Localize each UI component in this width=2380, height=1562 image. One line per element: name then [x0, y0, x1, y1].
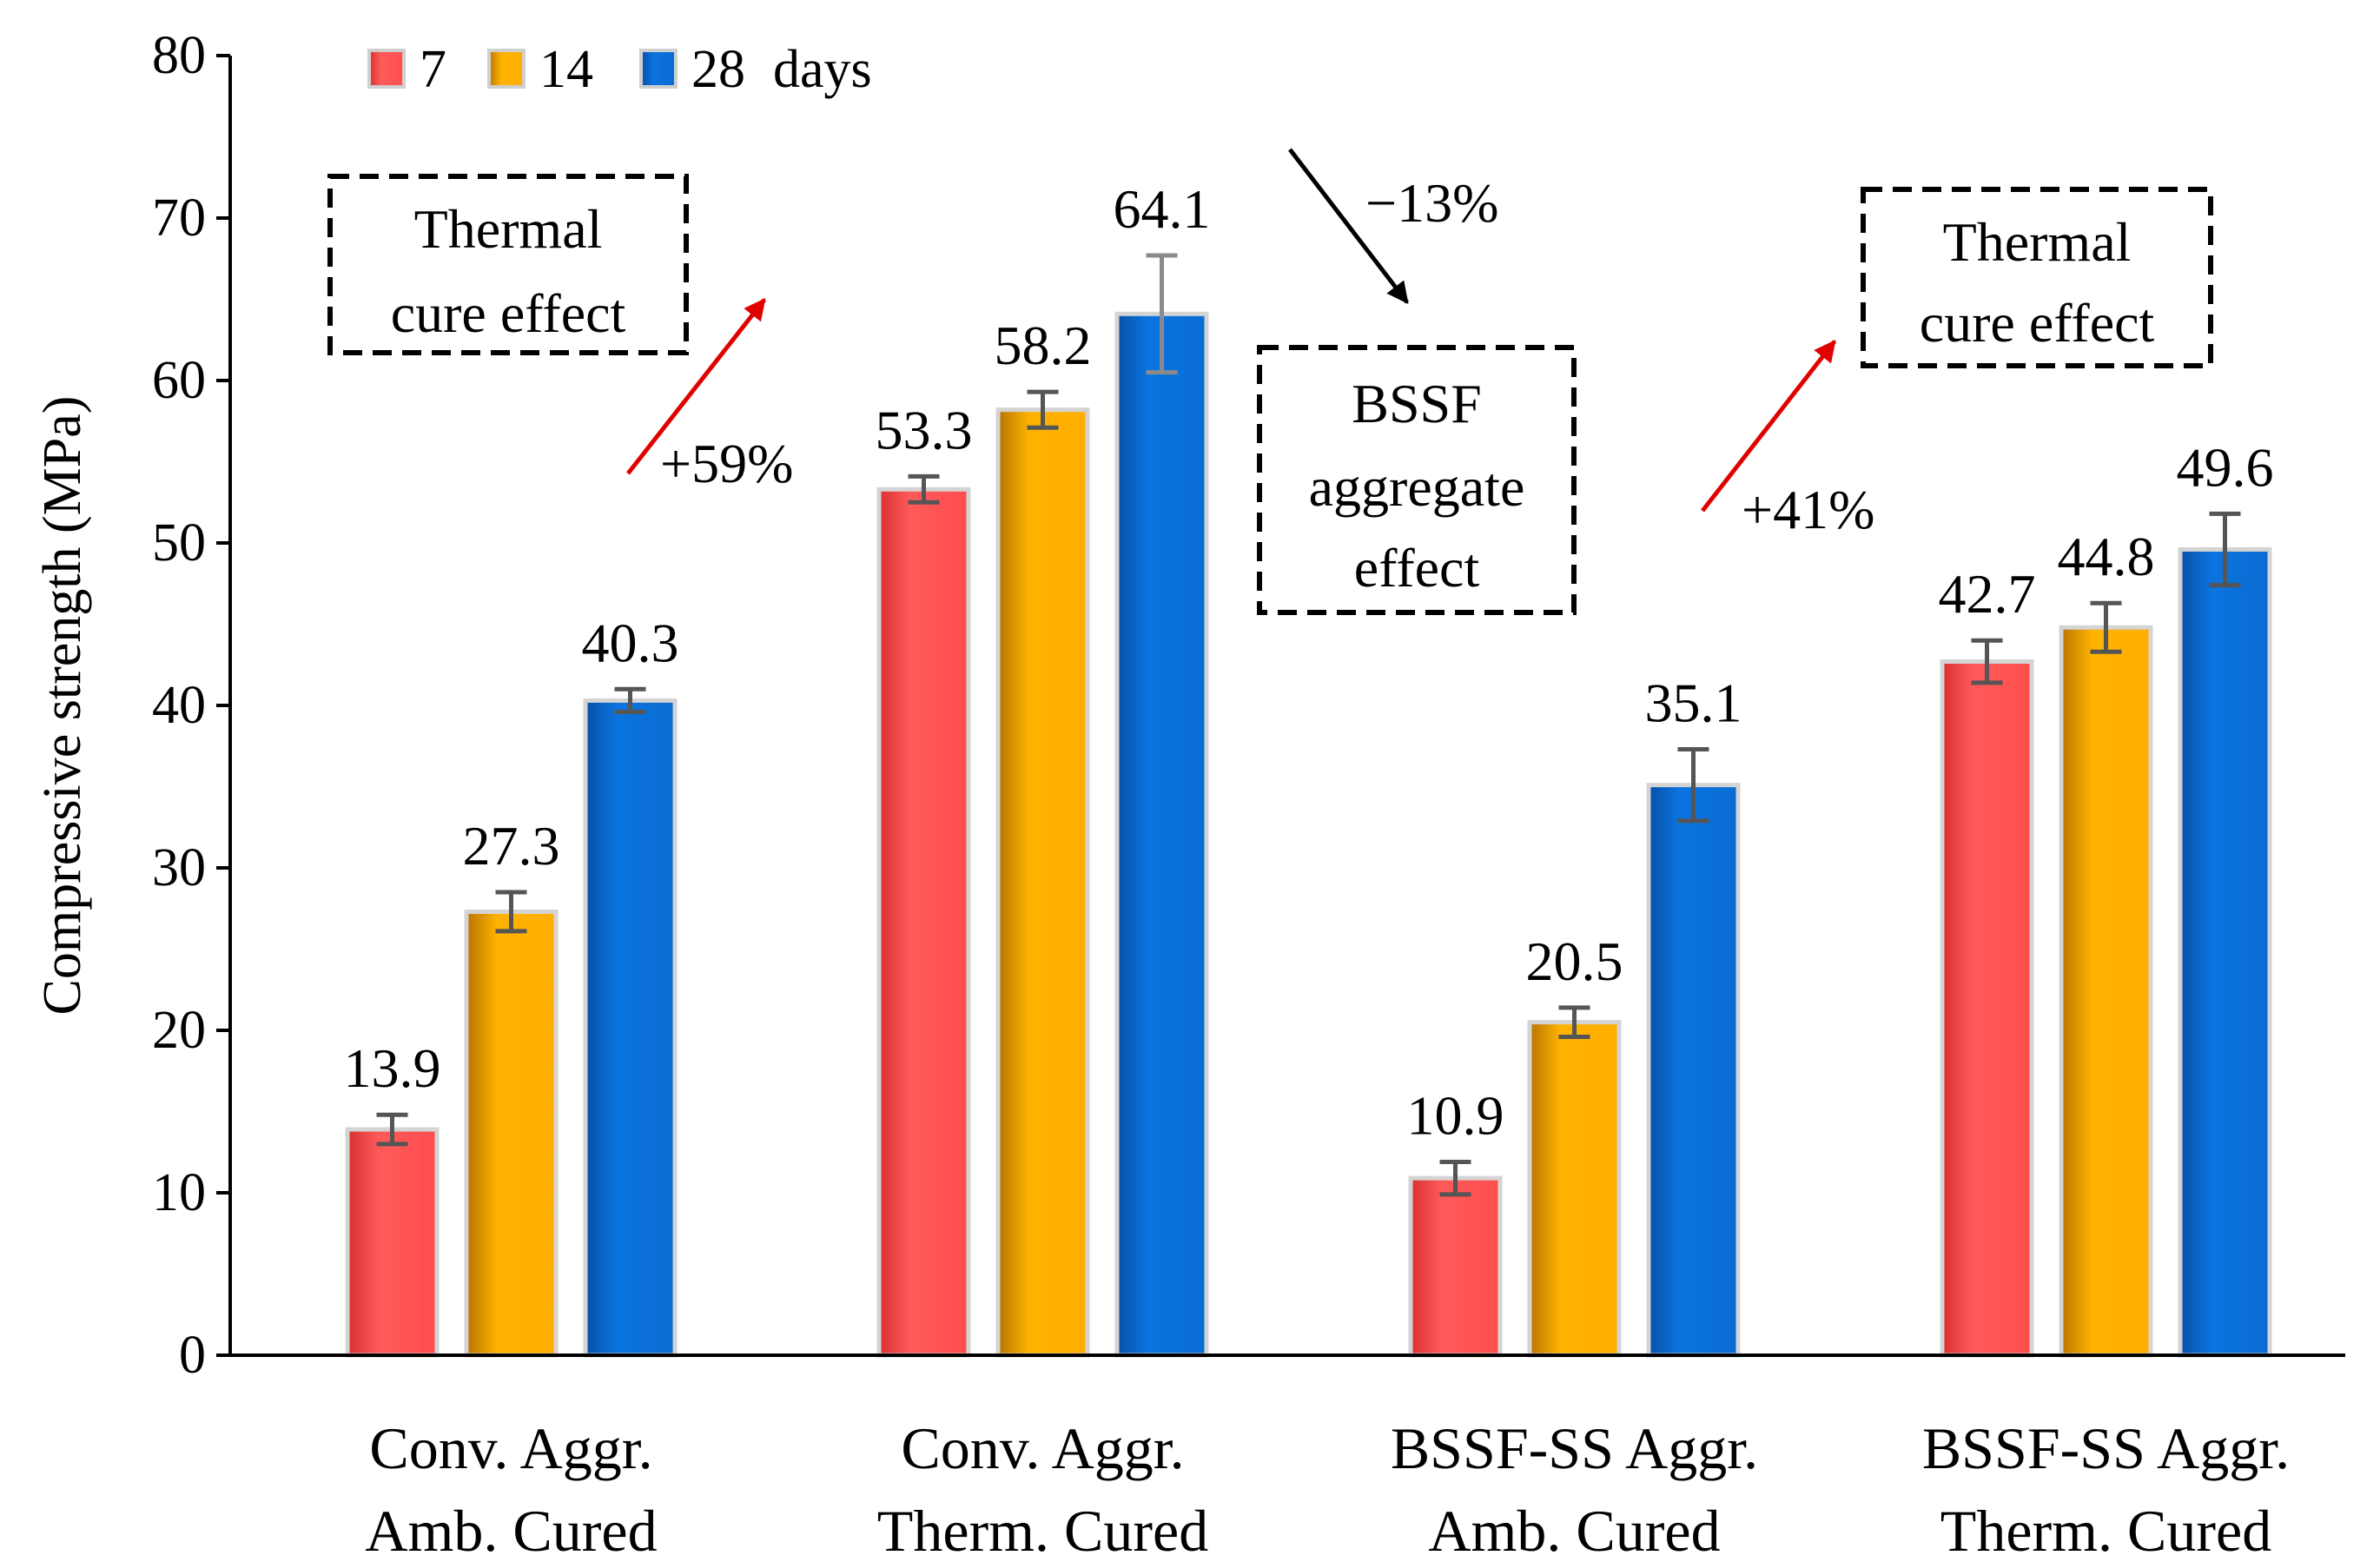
- annotation-bssf-mid: BSSF aggregate effect −13%: [1257, 148, 1577, 615]
- y-tick-label: 50: [152, 513, 206, 573]
- bar-28-1: [1114, 311, 1209, 1358]
- x-tick-label: Amb. Cured: [1428, 1498, 1720, 1562]
- y-tick-label: 60: [152, 351, 206, 410]
- bar-7-3: [1940, 659, 2034, 1358]
- legend-label-14: 14: [539, 40, 593, 99]
- x-tick-label: BSSF-SS Aggr.: [1391, 1415, 1758, 1481]
- bar-28-0: [583, 698, 678, 1358]
- data-label: 13.9: [344, 1037, 441, 1099]
- annotation-text: Thermal: [1943, 211, 2132, 273]
- data-label: 58.2: [995, 314, 1092, 376]
- percent-label-left: +59%: [660, 433, 793, 494]
- y-tick-label: 70: [152, 189, 206, 248]
- y-tick-label: 80: [152, 26, 206, 85]
- legend-label-7: 7: [420, 40, 446, 99]
- annotation-text: cure effect: [391, 282, 626, 344]
- y-axis-label: Compressive strength (MPa): [33, 396, 92, 1016]
- bar-7-1: [876, 486, 971, 1358]
- red-arrow-right: [1701, 340, 1836, 513]
- legend-swatch-7: [367, 49, 406, 89]
- annotation-thermal-right: Thermal cure effect +41%: [1701, 187, 2213, 540]
- bar-28-3: [2178, 546, 2272, 1358]
- bar-14-3: [2059, 625, 2153, 1358]
- data-label: 53.3: [876, 399, 973, 460]
- data-label: 42.7: [1939, 563, 2036, 625]
- data-label: 49.6: [2177, 436, 2274, 498]
- x-tick-label: Therm. Cured: [877, 1498, 1208, 1562]
- x-tick-label: Conv. Aggr.: [369, 1415, 652, 1481]
- y-ticks: 0 10 20 30 40 50 60 70 80: [152, 26, 230, 1385]
- annotation-text: BSSF: [1352, 373, 1481, 434]
- annotation-box-bssf: [1257, 345, 1577, 615]
- annotation-text: aggregate: [1309, 456, 1525, 518]
- y-tick-label: 20: [152, 1001, 206, 1060]
- annotation-text: cure effect: [1920, 292, 2155, 354]
- x-tick-label: Conv. Aggr.: [901, 1415, 1184, 1481]
- data-label: 10.9: [1407, 1084, 1504, 1146]
- bar-7-0: [345, 1127, 440, 1358]
- data-label: 35.1: [1645, 672, 1742, 733]
- legend: 7 14 28 days: [367, 40, 872, 99]
- bar-7-2: [1408, 1175, 1503, 1358]
- data-label: 40.3: [582, 612, 679, 673]
- y-tick-label: 0: [179, 1326, 206, 1385]
- y-tick-label: 10: [152, 1163, 206, 1222]
- legend-swatch-28: [639, 49, 678, 89]
- data-label: 44.8: [2058, 526, 2155, 587]
- y-tick-label: 40: [152, 676, 206, 735]
- annotation-text: Thermal: [414, 198, 603, 260]
- bar-28-2: [1646, 783, 1741, 1358]
- data-label: 27.3: [463, 815, 560, 877]
- red-arrow-left: [626, 298, 766, 475]
- legend-swatch-14: [487, 49, 526, 89]
- legend-suffix-days: days: [773, 40, 872, 99]
- legend-label-28: 28: [691, 40, 745, 99]
- percent-label-right: +41%: [1742, 479, 1874, 540]
- annotation-text: effect: [1354, 537, 1480, 599]
- bar-14-2: [1527, 1020, 1622, 1358]
- black-arrow-mid: [1288, 148, 1409, 304]
- percent-label-mid: −13%: [1365, 172, 1498, 234]
- y-tick-label: 30: [152, 838, 206, 897]
- x-tick-label: BSSF-SS Aggr.: [1922, 1415, 2290, 1481]
- bar-14-1: [995, 407, 1090, 1358]
- bars-layer: 13.9 53.3 10.9 42.7 27.3 58.2 20.5 44.8 40.3 64.1…: [344, 178, 2274, 1358]
- data-label: 20.5: [1526, 930, 1623, 992]
- data-label: 64.1: [1114, 178, 1211, 240]
- bar-14-0: [464, 909, 559, 1358]
- annotation-box-thermal-left: [327, 174, 689, 355]
- x-axis-labels: Conv. Aggr. Amb. Cured Conv. Aggr. Therm. C…: [365, 1415, 2290, 1562]
- annotation-box-thermal-right: [1861, 187, 2213, 368]
- x-tick-label: Therm. Cured: [1940, 1498, 2271, 1562]
- annotation-thermal-left: Thermal cure effect +59%: [327, 174, 793, 494]
- x-tick-label: Amb. Cured: [365, 1498, 657, 1562]
